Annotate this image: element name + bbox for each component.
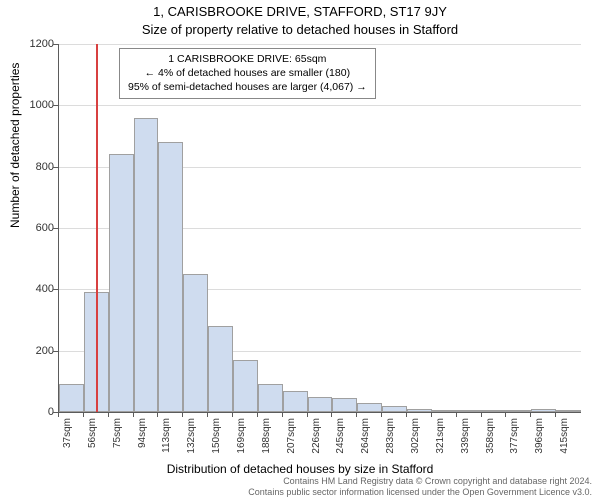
grid-line <box>59 44 581 45</box>
y-axis-label: Number of detached properties <box>8 63 22 228</box>
histogram-bar <box>183 274 208 412</box>
x-tick-label: 358sqm <box>485 418 496 462</box>
histogram-bar <box>308 397 333 412</box>
y-tick-label: 1000 <box>14 99 54 111</box>
histogram-bar <box>407 409 432 412</box>
x-tick-label: 113sqm <box>161 418 172 462</box>
chart-container: 1, CARISBROOKE DRIVE, STAFFORD, ST17 9JY… <box>0 0 600 500</box>
y-tick-label: 200 <box>14 345 54 357</box>
x-tick-mark <box>481 412 482 417</box>
x-tick-label: 188sqm <box>261 418 272 462</box>
y-tick-mark <box>53 105 58 106</box>
x-tick-label: 339sqm <box>460 418 471 462</box>
histogram-bar <box>258 384 283 412</box>
histogram-bar <box>457 410 482 412</box>
x-tick-label: 377sqm <box>509 418 520 462</box>
x-tick-mark <box>356 412 357 417</box>
x-axis-label: Distribution of detached houses by size … <box>0 462 600 476</box>
histogram-bar <box>432 410 457 412</box>
y-tick-label: 800 <box>14 161 54 173</box>
x-tick-mark <box>182 412 183 417</box>
y-tick-label: 1200 <box>14 38 54 50</box>
x-tick-label: 75sqm <box>112 418 123 462</box>
x-tick-label: 321sqm <box>435 418 446 462</box>
histogram-bar <box>208 326 233 412</box>
footer-line2: Contains public sector information licen… <box>248 487 592 497</box>
histogram-bar <box>109 154 134 412</box>
x-tick-mark <box>58 412 59 417</box>
histogram-bar <box>482 410 507 412</box>
x-tick-mark <box>133 412 134 417</box>
x-tick-label: 283sqm <box>385 418 396 462</box>
x-tick-mark <box>505 412 506 417</box>
annotation-box: 1 CARISBROOKE DRIVE: 65sqm← 4% of detach… <box>119 48 376 99</box>
y-tick-mark <box>53 167 58 168</box>
x-tick-mark <box>282 412 283 417</box>
y-tick-mark <box>53 289 58 290</box>
histogram-bar <box>134 118 159 412</box>
footer-attribution: Contains HM Land Registry data © Crown c… <box>8 476 592 498</box>
plot-area: 1 CARISBROOKE DRIVE: 65sqm← 4% of detach… <box>58 44 581 413</box>
histogram-bar <box>59 384 84 412</box>
x-tick-mark <box>381 412 382 417</box>
x-tick-label: 264sqm <box>360 418 371 462</box>
histogram-bar <box>357 403 382 412</box>
footer-line1: Contains HM Land Registry data © Crown c… <box>283 476 592 486</box>
x-tick-mark <box>232 412 233 417</box>
histogram-bar <box>531 409 556 412</box>
x-tick-label: 415sqm <box>559 418 570 462</box>
y-tick-mark <box>53 351 58 352</box>
x-tick-mark <box>406 412 407 417</box>
x-tick-label: 396sqm <box>534 418 545 462</box>
y-tick-label: 0 <box>14 406 54 418</box>
annotation-line3: 95% of semi-detached houses are larger (… <box>128 80 367 94</box>
histogram-bar <box>332 398 357 412</box>
chart-title-line2: Size of property relative to detached ho… <box>0 22 600 37</box>
x-tick-label: 56sqm <box>87 418 98 462</box>
x-tick-mark <box>307 412 308 417</box>
annotation-line1: 1 CARISBROOKE DRIVE: 65sqm <box>128 52 367 66</box>
histogram-bar <box>158 142 183 412</box>
x-tick-mark <box>530 412 531 417</box>
x-tick-mark <box>83 412 84 417</box>
histogram-bar <box>283 391 308 412</box>
x-tick-label: 226sqm <box>311 418 322 462</box>
x-tick-mark <box>555 412 556 417</box>
x-tick-label: 94sqm <box>137 418 148 462</box>
x-tick-mark <box>207 412 208 417</box>
x-tick-mark <box>431 412 432 417</box>
x-tick-label: 150sqm <box>211 418 222 462</box>
x-tick-mark <box>456 412 457 417</box>
x-tick-mark <box>331 412 332 417</box>
x-tick-mark <box>257 412 258 417</box>
y-tick-mark <box>53 228 58 229</box>
histogram-bar <box>506 410 531 412</box>
x-tick-mark <box>108 412 109 417</box>
chart-title-line1: 1, CARISBROOKE DRIVE, STAFFORD, ST17 9JY <box>0 4 600 19</box>
x-tick-label: 37sqm <box>62 418 73 462</box>
y-tick-mark <box>53 44 58 45</box>
x-tick-mark <box>157 412 158 417</box>
x-tick-label: 169sqm <box>236 418 247 462</box>
annotation-line2: ← 4% of detached houses are smaller (180… <box>128 66 367 80</box>
x-tick-label: 207sqm <box>286 418 297 462</box>
y-tick-label: 600 <box>14 222 54 234</box>
x-tick-label: 132sqm <box>186 418 197 462</box>
x-tick-label: 302sqm <box>410 418 421 462</box>
histogram-bar <box>382 406 407 412</box>
y-tick-label: 400 <box>14 283 54 295</box>
marker-line <box>96 44 98 412</box>
histogram-bar <box>233 360 258 412</box>
x-tick-label: 245sqm <box>335 418 346 462</box>
histogram-bar <box>556 410 581 412</box>
grid-line <box>59 105 581 106</box>
